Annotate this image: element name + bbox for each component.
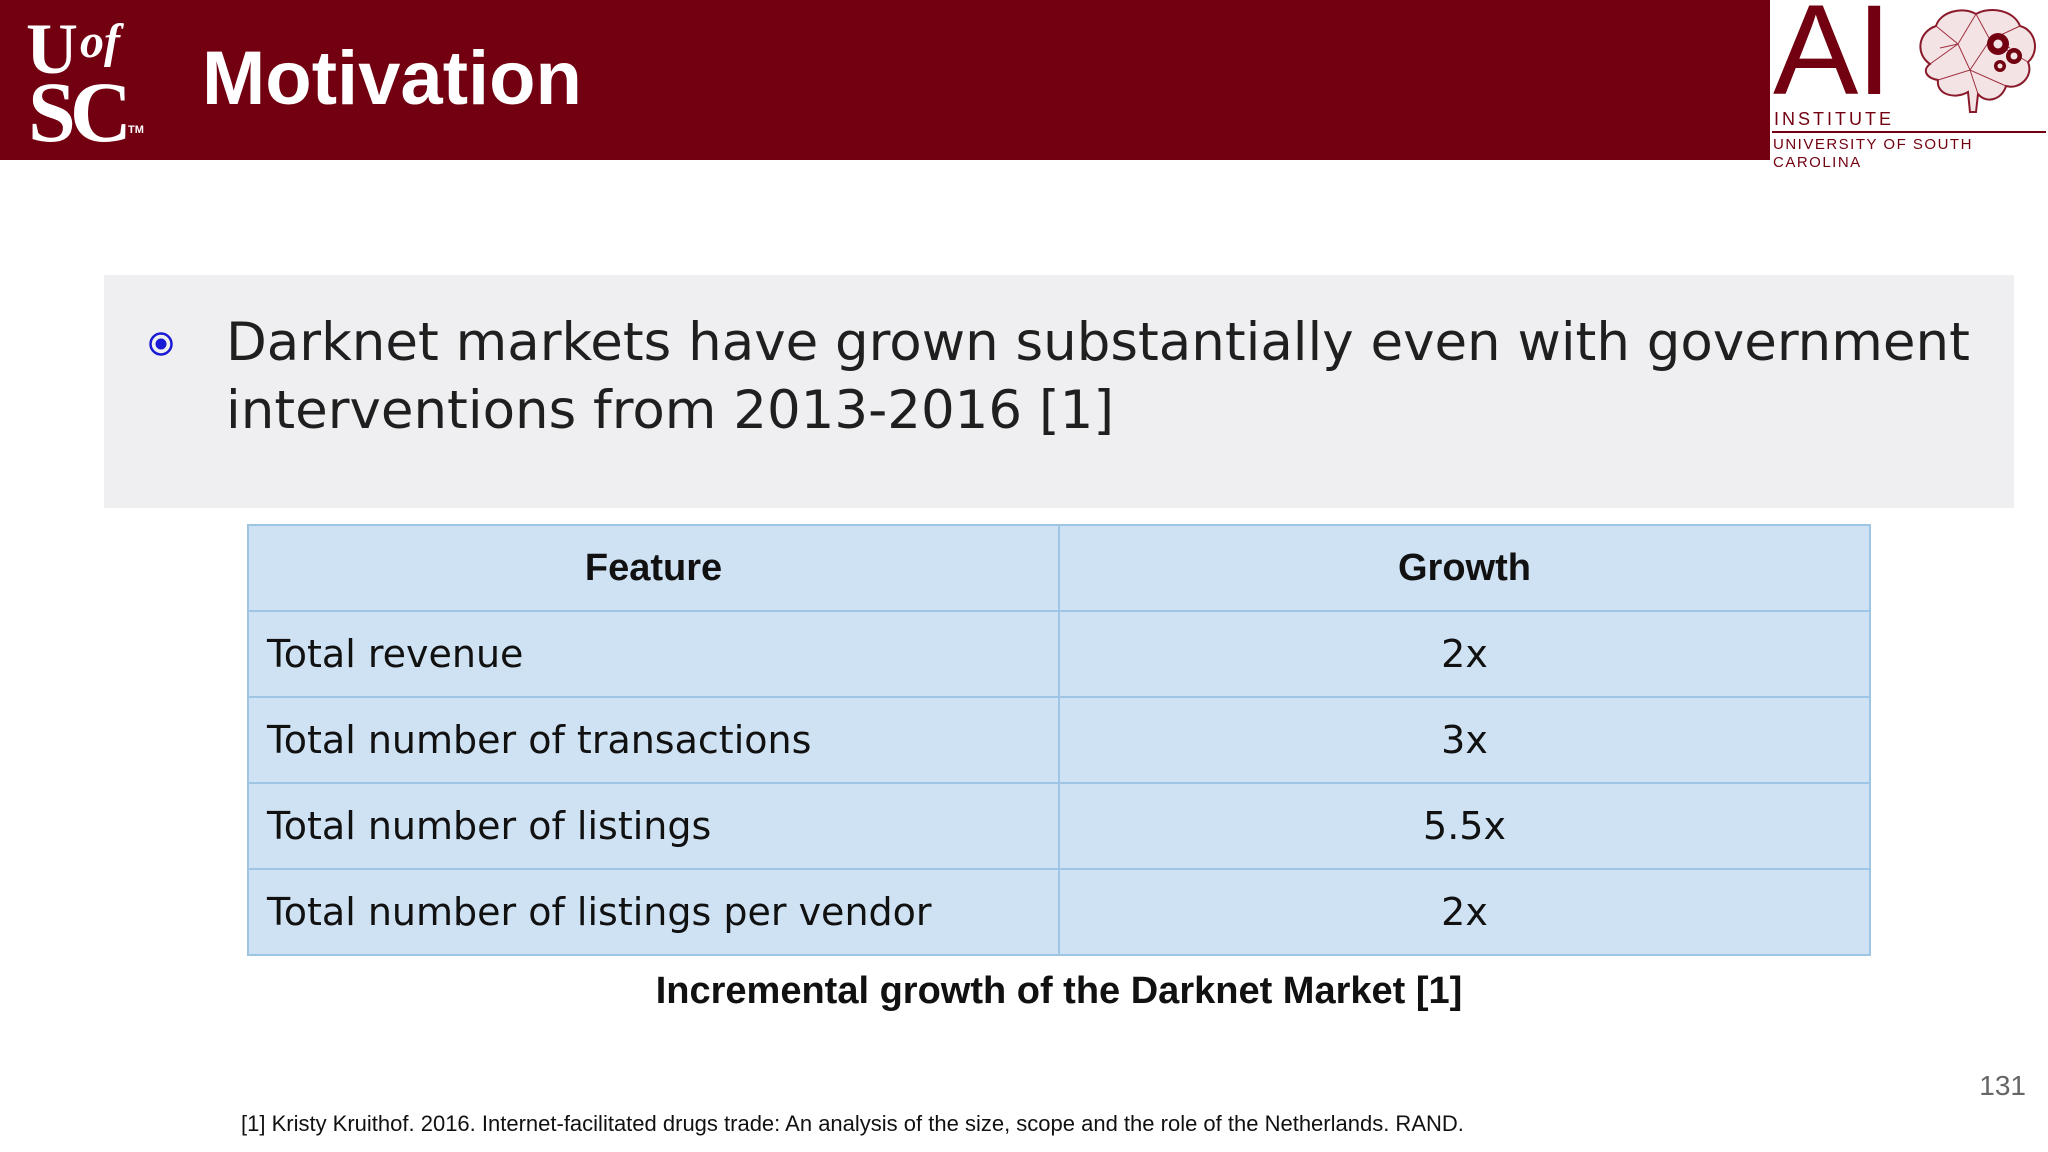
growth-cell: 5.5x (1058, 782, 1871, 870)
growth-table: Feature Growth Total revenue 2x Total nu… (247, 524, 1871, 956)
table-header-row: Feature Growth (247, 524, 1871, 612)
table-caption: Incremental growth of the Darknet Market… (655, 970, 1463, 1012)
feature-cell: Total number of listings (247, 782, 1060, 870)
feature-cell: Total revenue (247, 610, 1060, 698)
ai-institute-logo: AI INSTITUTE UNIVERSITY OF SOUTH CAROLIN… (1770, 0, 2048, 171)
table-row: Total number of listings 5.5x (247, 782, 1871, 870)
radio-bullet-icon (149, 332, 173, 356)
growth-cell: 2x (1058, 868, 1871, 956)
institute-label: INSTITUTE (1774, 109, 1894, 129)
table-row: Total revenue 2x (247, 610, 1871, 698)
growth-cell: 3x (1058, 696, 1871, 784)
page-number: 131 (1979, 1070, 2026, 1101)
slide-header: U of SC TM Motivation (0, 0, 1770, 160)
growth-cell: 2x (1058, 610, 1871, 698)
feature-cell: Total number of transactions (247, 696, 1060, 784)
uofsc-logo: U of SC TM (26, 9, 144, 160)
column-header-growth: Growth (1058, 524, 1871, 612)
ai-mark: AI (1773, 0, 1892, 122)
bullet-panel: Darknet markets have grown substantially… (104, 275, 2014, 508)
university-label: UNIVERSITY OF SOUTH CAROLINA (1773, 136, 1973, 171)
brain-gears-icon (1919, 9, 2036, 113)
column-header-feature: Feature (247, 524, 1060, 612)
slide-title: Motivation (202, 36, 582, 121)
logo-divider (1772, 131, 2046, 133)
table-row: Total number of listings per vendor 2x (247, 868, 1871, 956)
table-row: Total number of transactions 3x (247, 696, 1871, 784)
bullet-text: Darknet markets have grown substantially… (226, 312, 1970, 441)
feature-cell: Total number of listings per vendor (247, 868, 1060, 956)
footnote: [1] Kristy Kruithof. 2016. Internet-faci… (241, 1111, 1464, 1136)
